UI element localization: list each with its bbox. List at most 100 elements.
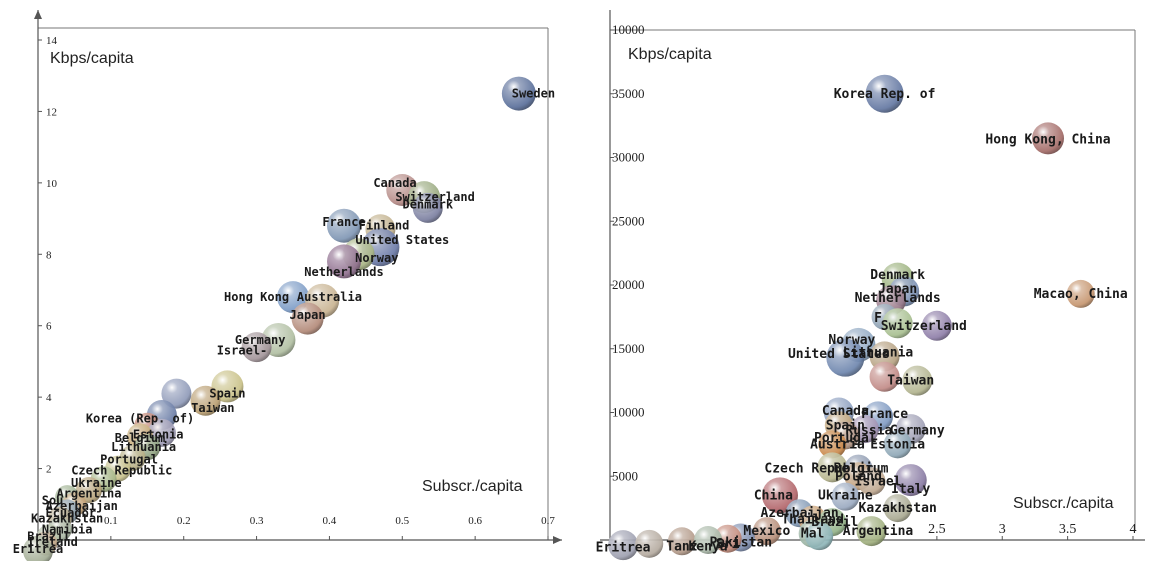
left-y-tick-label: 12 [46,106,57,118]
right-bubble-korea-rep-of [865,74,904,113]
left-x-tick-label: 0.7 [541,515,555,527]
left-country-label: Czech Republic [71,463,172,477]
right-y-axis-title: Kbps/capita [628,46,712,63]
left-y-tick-label: 14 [46,35,58,47]
right-country-label: Switzerland [881,319,967,334]
right-bubble-italy [894,464,927,497]
right-bubble-ukraine [831,482,860,511]
right-bubble-taiwan [902,365,933,396]
left-country-label: Netherlands [304,265,383,279]
right-country-label: United States [788,347,890,362]
left-y-tick-label: 10 [46,178,58,190]
left-country-label: Korea (Rep. of) [86,412,194,426]
right-bubble-united-states [826,338,865,377]
left-country-label: Sou [42,494,64,508]
right-bubble-estonia [883,430,912,459]
left-y-tick-label: 4 [46,392,52,404]
left-country-label: Eritrea [13,542,64,556]
left-y-tick-label: 6 [46,321,52,333]
right-country-label: Portugal [814,431,877,446]
left-country-label: Ukraine [71,476,122,490]
left-country-label: Lithuania [111,440,176,454]
right-country-label: Tanz [666,539,697,554]
right-x-tick-label: 4 [1130,522,1137,537]
left-y-axis-arrow [34,10,42,19]
right-country-label: Mal [801,527,824,542]
right-y-tick-label: 25000 [612,213,645,228]
left-country-label: Belgium [115,431,166,445]
right-bubble-unlabeled-13 [869,361,900,392]
left-country-label: Kazakhstan [31,512,103,526]
right-x-tick-label: 2.5 [928,522,946,537]
right-country-label: China [754,488,793,503]
left-country-label: France [322,215,365,229]
left-bubble-eritrea [23,535,53,561]
left-country-label: Germany [235,333,286,347]
right-bubble-unlabeled-41 [635,529,664,558]
left-ticks: 0.1 0.2 0.3 0.4 0.5 0.6 0.7 2 4 6 8 10 12 14 [38,35,555,540]
right-y-tick-label: 15000 [612,341,645,356]
left-bubble-denmark [412,192,443,223]
left-x-tick-label: 0.2 [177,515,191,527]
left-country-label: Israel- [217,344,268,358]
right-country-label: Japan [878,282,917,297]
left-country-label: United States [355,233,449,247]
right-country-label: Taiwan [887,374,934,389]
left-country-label: Denmark [402,197,453,211]
right-country-label: Kenya [688,539,727,554]
right-bubble-hong-kong-china [1032,122,1065,155]
right-country-label: Macao, China [1034,287,1128,302]
right-country-label: Russia [845,423,892,438]
left-y-tick-label: 8 [46,249,52,261]
right-x-tick-label: 3 [999,522,1006,537]
right-country-label: F [874,311,882,326]
right-country-label: Czech Republic [764,462,874,477]
right-country-label: Thailand [781,513,844,528]
right-country-label: Brazil [811,515,858,530]
right-country-label: Belgium [834,462,889,477]
left-x-tick-label: 0.1 [104,515,118,527]
left-country-label: Portugal [100,453,158,467]
right-ticks: 2.5 3 3.5 4 5000 10000 15000 20000 25000 30000 350… [610,22,1137,540]
right-country-label: Argentina [843,524,914,539]
left-country-label: Norway [355,251,398,265]
right-bubble-kenya [694,526,723,554]
right-country-label: Ukraine [818,488,873,503]
left-bubble-taiwan [190,385,221,416]
right-y-tick-label: 10000 [612,405,645,420]
right-bubble-argentina [856,516,887,547]
left-country-label: Argentina [56,487,121,501]
right-bubble-unlabeled-8 [882,308,913,339]
left-country-label: Estonia [133,428,184,442]
right-country-label: Poland [835,469,882,484]
right-country-label: Lithuania [843,346,914,361]
left-bubble-netherlands [327,244,361,279]
left-bubble-israel- [241,332,272,363]
right-country-label: Azerbaijan [760,506,838,521]
right-y-tick-label: 10000 [612,22,645,37]
right-bubble-israel [857,467,886,496]
left-country-label: Taiwan [191,401,234,415]
right-country-label: Denmark [870,268,925,283]
left-x-axis-title: Subscr./capita [422,478,523,495]
right-y-tick-label: 20000 [612,277,645,292]
right-bubble-austria [818,430,847,459]
right-country-label: Sri [716,537,740,552]
right-country-label: Israel [855,474,902,489]
right-y-tick-label: 5000 [612,468,638,483]
right-x-tick-label: 3.5 [1059,522,1077,537]
left-country-label: Sweden [512,87,555,101]
right-country-label: Norway [828,333,875,348]
right-points: Korea Rep. of Hong Kong, China Macao, Chin… [596,74,1128,561]
right-bubble-switzerland [921,310,952,341]
right-y-tick-label: 35000 [612,86,645,101]
right-country-label: Germany [890,423,945,438]
right-country-label: Korea Rep. of [834,87,936,102]
right-country-label: Austria [810,437,865,452]
right-country-label: Mexico [743,524,790,539]
right-bubble-kazakhstan [883,494,912,523]
left-country-label: Canada [373,176,416,190]
right-bubble-czech-republic [817,452,848,483]
